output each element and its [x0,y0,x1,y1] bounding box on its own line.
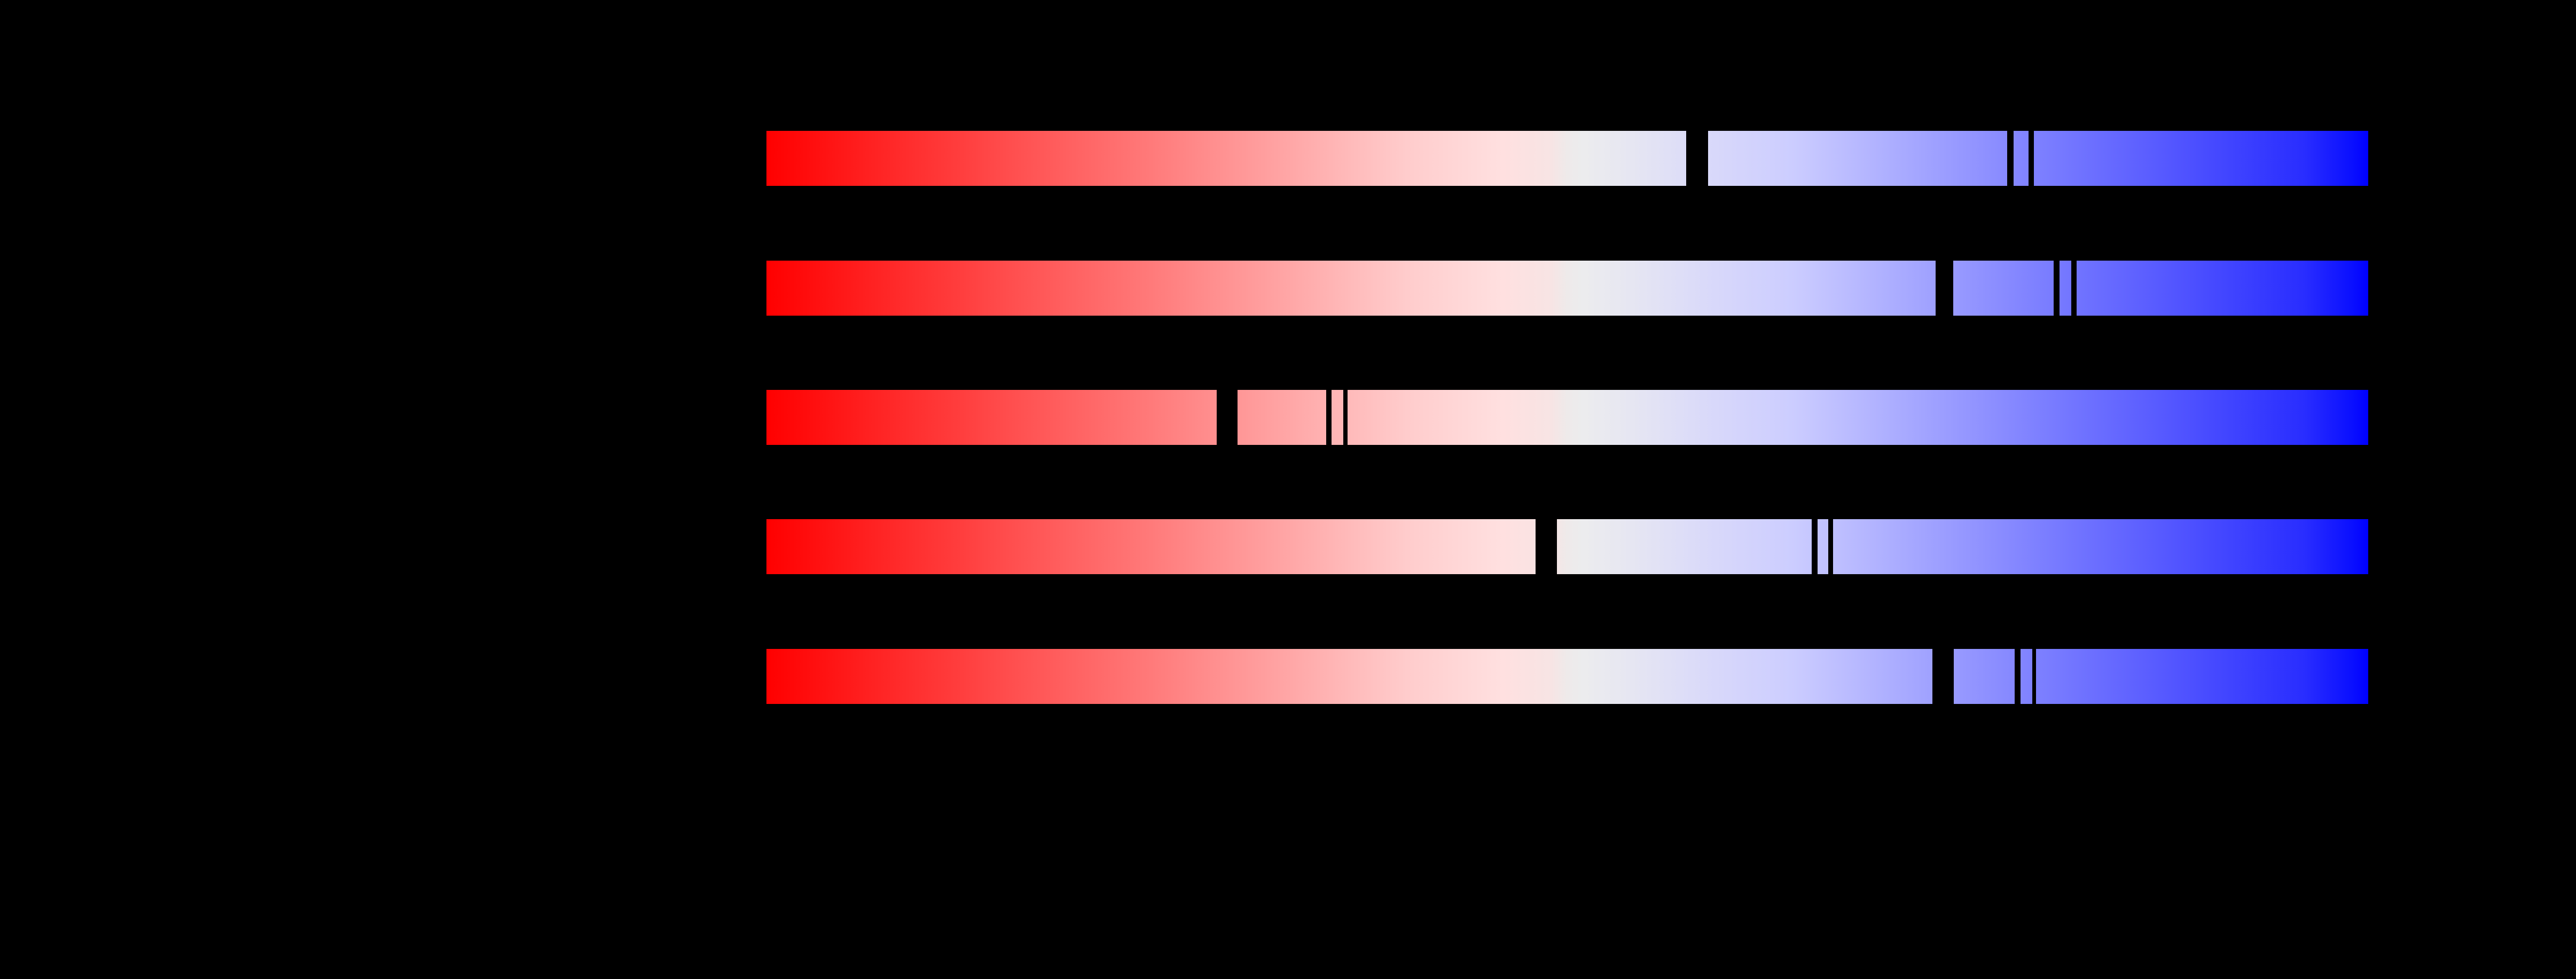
colorbar-segment [766,649,1932,704]
colorbar-row [766,390,2368,445]
colorbar-segment [1708,131,2007,186]
colorbar-segment [1818,519,1828,574]
colorbar-segment [766,261,1936,316]
colorbar-segment [1332,390,1343,445]
colorbar-segment [2077,261,2368,316]
colorbar-segment [1954,649,2015,704]
colorbar-row [766,649,2368,704]
colorbar-segment [766,519,1536,574]
colorbar-row [766,131,2368,186]
colorbar-segment [1953,261,2054,316]
colorbar-segment [766,390,1217,445]
colorbar-segment [2060,261,2071,316]
colorbar-segment [2021,649,2032,704]
colorbar-segment [766,131,1686,186]
colorbar-segment [1557,519,1812,574]
colorbar-segment [2014,131,2029,186]
colorbar-segment [1833,519,2368,574]
colorbar-segment [2034,131,2368,186]
colorbar-row [766,261,2368,316]
colorbar-segment [1348,390,2368,445]
colorbar-segment [1238,390,1326,445]
colorbar-segment [2036,649,2368,704]
colorbar-row [766,519,2368,574]
